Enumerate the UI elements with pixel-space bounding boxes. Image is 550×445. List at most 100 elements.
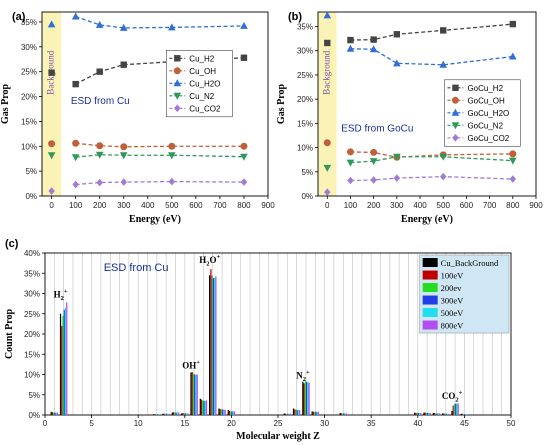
bar-100eV [210,269,212,415]
data-point-Cu_H2O [168,23,176,31]
data-point-GoCu_H2O [509,52,517,60]
y-tick-label: 0% [25,192,37,201]
data-point-Cu_OH [72,139,80,147]
bar-Cu_BackGround [59,313,62,415]
bar-800eV [308,383,310,415]
bar-Cu_BackGround [414,412,416,415]
x-tick-label: 5 [89,419,94,428]
legend-swatch [422,270,438,280]
y-tick-label: 35% [297,23,313,32]
y-tick-label: 10% [297,144,313,153]
bar-200ev [295,409,297,415]
legend-label: Cu_H2O [189,79,220,88]
x-tick-label: 20 [227,419,236,428]
data-point-Cu_H2O [95,20,104,28]
background-point-Cu_N2 [47,152,56,160]
bar-200ev [202,400,204,415]
bar-800eV [438,413,441,415]
data-point-Cu_OH [240,142,248,150]
y-axis-label: Count Prop [4,309,15,360]
data-point-Cu_H2 [96,68,103,75]
data-point-GoCu_H2 [393,31,401,38]
x-tick-label: 100 [69,201,83,210]
bar-100eV [61,325,63,415]
y-tick-label: 25% [21,68,37,77]
bar-100eV [461,413,464,415]
bar-300eV [156,414,159,415]
data-point-GoCu_N2 [393,153,401,161]
bar-800eV [457,403,459,415]
data-point-GoCu_OH [370,148,378,156]
x-tick-label: 10 [134,419,143,428]
x-tick-label: 900 [261,201,275,210]
bar-Cu_BackGround [442,413,444,415]
bar-200ev [435,413,437,415]
bar-200ev [183,413,185,415]
bar-500eV [437,413,439,415]
bar-500eV [465,414,467,415]
data-point-GoCu_OH [346,148,354,156]
background-label: Background [321,50,331,94]
bar-Cu_BackGround [171,412,173,415]
data-point-Cu_N2 [71,154,80,162]
bar-300eV [166,413,168,415]
data-point-Cu_OH [168,142,176,150]
data-point-Cu_N2 [95,151,104,159]
y-tick-label: 20% [24,330,40,339]
bar-100eV [443,413,445,415]
bar-300eV [436,413,438,415]
legend-swatch [422,295,438,305]
bar-200ev [192,373,195,415]
bar-200ev [463,414,465,415]
y-tick-label: 40% [24,249,40,258]
data-point-Cu_OH [96,142,104,150]
bar-Cu_BackGround [227,410,229,415]
data-point-Cu_H2O [119,23,128,31]
legend-label: 100eV [441,271,465,281]
bar-100eV [163,413,165,415]
x-tick-label: 400 [141,201,155,210]
background-band [42,12,62,196]
background-point-Cu_H2O [47,20,56,28]
legend-label: 200ev [441,283,463,293]
legend-swatch [422,258,438,268]
bar-200ev [286,413,288,415]
legend-marker [173,79,182,87]
y-tick-label: 30% [297,47,313,56]
x-axis-label: Energy (eV) [129,214,181,225]
legend-marker [174,104,181,113]
x-tick-label: 400 [413,201,427,210]
bar-800eV [56,412,59,415]
bar-100eV [219,408,221,415]
bar-Cu_BackGround [218,408,220,415]
data-point-GoCu_H2O [439,60,448,68]
legend-label: Cu_OH [189,67,216,76]
bar-500eV [64,307,67,415]
y-tick-label: 25% [297,71,313,80]
bar-500eV [344,413,346,415]
bar-200ev [211,275,213,415]
legend-label: GoCu_H2 [467,84,503,93]
bar-300eV [222,409,224,415]
bar-300eV [54,412,56,415]
bar-300eV [343,413,345,415]
legend-label: Cu_BackGround [441,258,499,268]
bar-300eV [445,413,448,415]
x-tick-label: 15 [180,419,189,428]
bar-200ev [444,413,446,415]
x-tick-label: 600 [189,201,203,210]
legend-swatch [422,308,438,318]
x-tick-label: 500 [165,201,179,210]
background-point-GoCu_H2O [323,11,332,19]
x-tick-label: 45 [460,419,469,428]
bar-500eV [316,411,318,415]
bar-800eV [317,411,320,415]
legend-marker [451,108,460,116]
plot-frame [317,11,537,197]
x-tick-label: 600 [460,201,474,210]
legend-label: 500eV [441,308,465,318]
bar-800eV [66,302,68,415]
y-tick-label: 35% [24,269,40,278]
bar-200ev [220,409,223,415]
